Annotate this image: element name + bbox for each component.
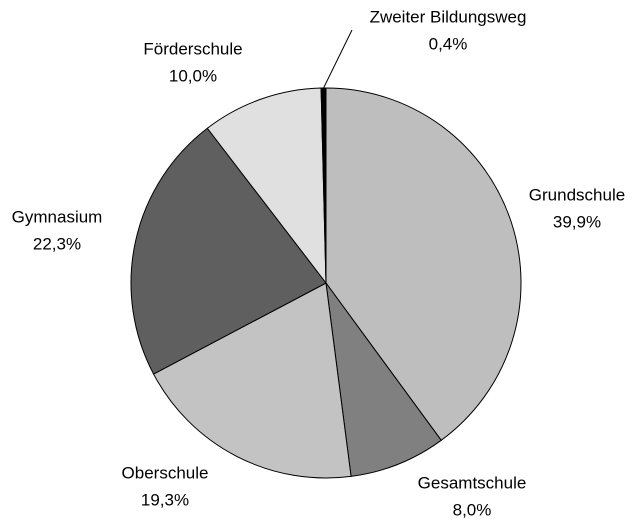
slice-label: Grundschule — [529, 185, 625, 204]
slice-value-label: 0,4% — [429, 34, 468, 53]
slice-label: Zweiter Bildungsweg — [370, 7, 527, 26]
slice-value-label: 39,9% — [553, 212, 601, 231]
pie-slice — [152, 282, 352, 479]
leader-line — [323, 29, 353, 89]
pie-slice — [325, 282, 442, 477]
pie-slice — [130, 127, 327, 375]
slice-value-label: 10,0% — [169, 66, 217, 85]
slice-label: Gesamtschule — [418, 473, 527, 492]
slice-value-label: 19,3% — [141, 490, 189, 509]
slice-label: Gymnasium — [12, 207, 103, 226]
pie-slice — [325, 87, 522, 442]
pie-slice — [206, 87, 327, 285]
slice-value-label: 22,3% — [33, 234, 81, 253]
slice-label: Förderschule — [143, 39, 242, 58]
slice-value-label: 8,0% — [453, 500, 492, 519]
slice-label: Oberschule — [122, 463, 209, 482]
